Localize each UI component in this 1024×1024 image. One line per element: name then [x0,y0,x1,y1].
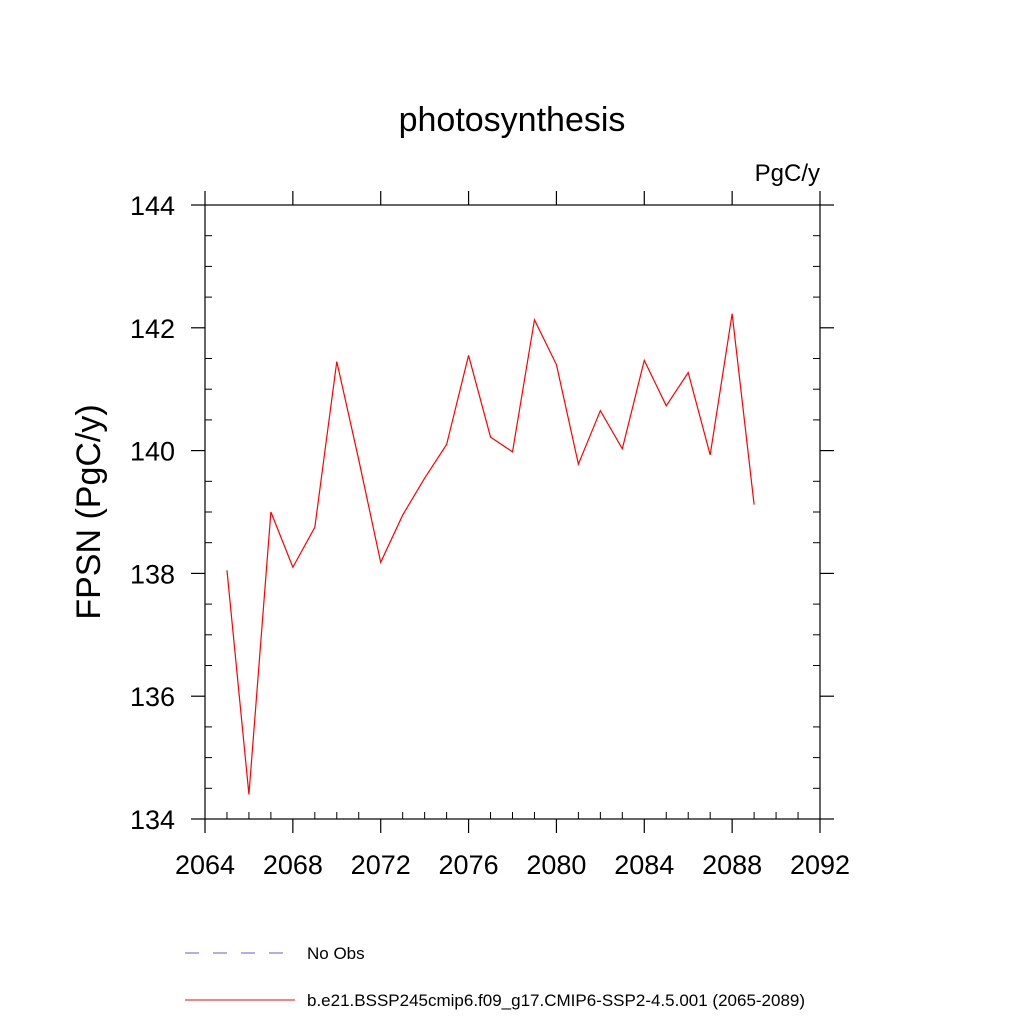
legend-label-no-obs: No Obs [307,944,365,963]
y-tick-label: 134 [130,805,175,835]
x-tick-label: 2088 [702,850,762,880]
x-tick-label: 2092 [790,850,850,880]
legend: No Obs b.e21.BSSP245cmip6.f09_g17.CMIP6-… [185,944,805,1010]
x-tick-label: 2080 [526,850,586,880]
y-tick-label: 144 [130,191,175,221]
y-tick-label: 136 [130,682,175,712]
x-tick-label: 2084 [614,850,674,880]
y-tick-label: 140 [130,437,175,467]
x-tick-label: 2072 [351,850,411,880]
y-axis-tick-labels: 134 136 138 140 142 144 [130,191,175,835]
units-label: PgC/y [755,160,820,187]
plot-frame [204,204,821,820]
chart-title: photosynthesis [399,101,626,139]
series-line-0 [226,313,755,795]
plot-area: 2064 2068 2072 2076 2080 2084 2088 2092 1341361… [130,191,850,880]
x-tick-label: 2064 [175,850,235,880]
y-axis-label: FPSN (PgC/y) [70,404,108,619]
x-axis-ticks [204,191,821,833]
y-tick-label: 142 [130,314,175,344]
x-tick-label: 2068 [263,850,323,880]
series-layer [226,313,755,795]
x-axis-tick-labels: 2064 2068 2072 2076 2080 2084 2088 2092 [175,850,850,880]
y-axis-ticks [191,204,834,820]
x-tick-label: 2076 [439,850,499,880]
y-tick-label: 138 [130,559,175,589]
legend-label-model-run: b.e21.BSSP245cmip6.f09_g17.CMIP6-SSP2-4.… [307,991,805,1010]
